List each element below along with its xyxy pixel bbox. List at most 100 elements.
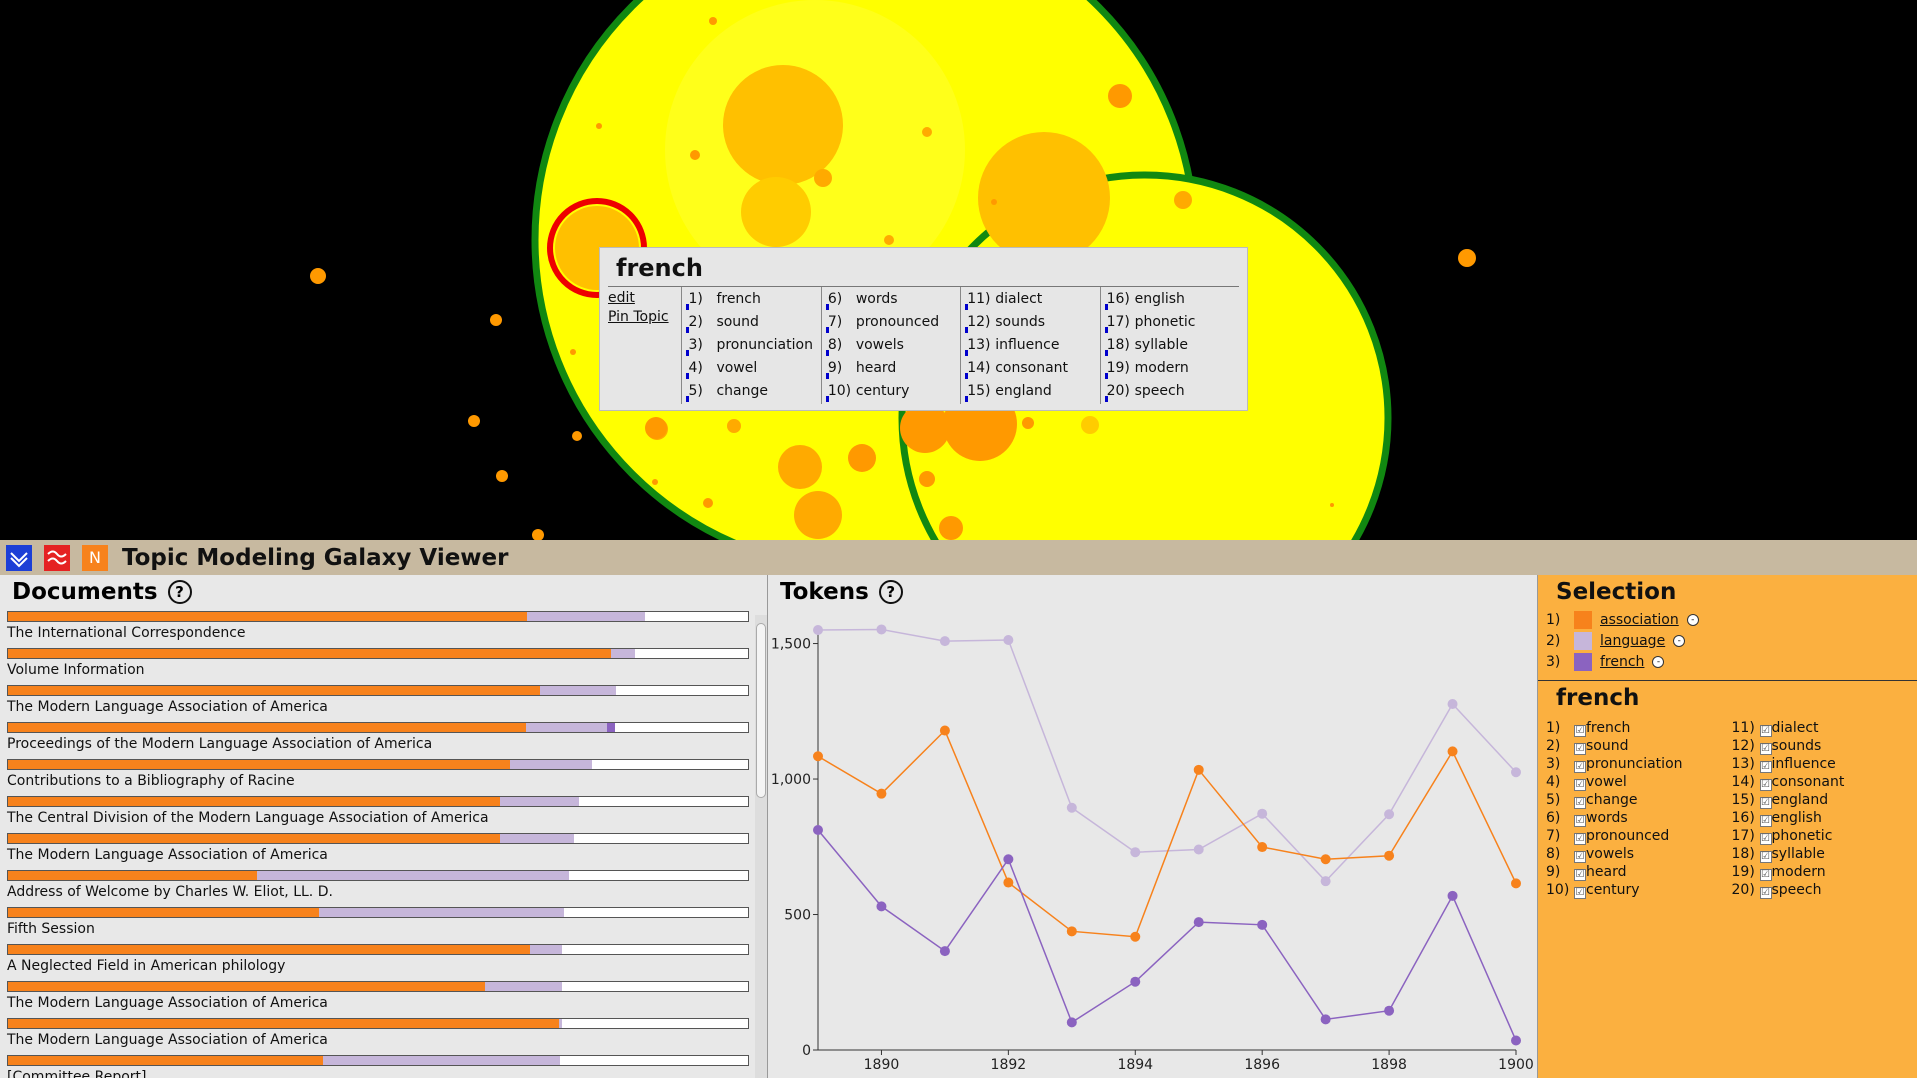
document-title[interactable]: Fifth Session [7,921,95,937]
document-row[interactable]: Address of Welcome by Charles W. Eliot, … [6,868,750,905]
document-title[interactable]: The International Correspondence [7,625,246,641]
document-row[interactable]: Fifth Session [6,905,750,942]
data-point-language[interactable] [1447,698,1458,709]
data-point-french[interactable] [1511,1035,1521,1046]
topic-bubble[interactable] [723,65,843,185]
data-point-language[interactable] [939,636,950,647]
topic-bubble[interactable] [645,417,667,439]
document-row[interactable]: [Committee Report] [6,1053,750,1078]
documents-view-icon[interactable] [6,544,32,571]
word-checkbox[interactable]: ☑ [1574,869,1586,881]
word-checkbox[interactable]: ☑ [1574,797,1586,809]
popup-word-item[interactable]: 17) phonetic [1104,312,1239,335]
data-point-language[interactable] [1511,767,1521,778]
document-row[interactable]: Proceedings of the Modern Language Assoc… [6,720,750,757]
data-point-french[interactable] [1384,1005,1395,1016]
word-checkbox[interactable]: ☑ [1574,833,1586,845]
popup-word-item[interactable]: 12) sounds [965,312,1099,335]
popup-word-item[interactable]: 6) words [825,289,960,312]
data-point-french[interactable] [876,901,887,912]
topic-bubble[interactable] [596,123,602,129]
word-checkbox[interactable]: ☑ [1759,869,1772,881]
remove-topic-button[interactable]: - [1673,634,1686,647]
document-row[interactable]: The Modern Language Association of Ameri… [6,683,750,720]
word-checkbox[interactable]: ☑ [1574,815,1586,827]
data-point-language[interactable] [1193,844,1204,855]
word-checkbox[interactable]: ☑ [1574,743,1586,755]
data-point-association[interactable] [1066,926,1077,937]
popup-word-item[interactable]: 3) pronunciation [686,335,820,358]
document-title[interactable]: The Modern Language Association of Ameri… [7,995,328,1011]
topic-bubble[interactable] [741,177,811,247]
data-point-association[interactable] [1130,931,1141,942]
selection-topic-link[interactable]: language [1600,632,1666,649]
topic-bubble[interactable] [794,491,842,539]
popup-word-item[interactable]: 16) english [1104,289,1239,312]
topic-bubble[interactable] [310,268,326,284]
topic-bubble[interactable] [572,431,582,441]
data-point-french[interactable] [1130,976,1141,987]
topic-bubble[interactable] [532,529,544,540]
data-point-language[interactable] [1003,635,1014,646]
topic-bubble[interactable] [1081,416,1099,434]
word-checkbox[interactable]: ☑ [1759,779,1772,791]
document-row[interactable]: Contributions to a Bibliography of Racin… [6,757,750,794]
word-checkbox[interactable]: ☑ [1759,833,1772,845]
word-checkbox[interactable]: ☑ [1759,797,1772,809]
topic-bubble[interactable] [468,415,480,427]
topic-bubble[interactable] [814,169,832,187]
selection-item[interactable]: 3) french - [1546,651,1917,672]
popup-word-item[interactable]: 18) syllable [1104,335,1239,358]
topic-bubble[interactable] [778,445,822,489]
topic-bubble[interactable] [570,349,576,355]
word-checkbox[interactable]: ☑ [1574,851,1586,863]
data-point-french[interactable] [1320,1014,1331,1025]
document-title[interactable]: The Modern Language Association of Ameri… [7,847,328,863]
data-point-language[interactable] [1257,808,1268,819]
data-point-language[interactable] [876,624,887,635]
document-title[interactable]: The Modern Language Association of Ameri… [7,699,328,715]
scrollbar-thumb[interactable] [756,623,766,798]
popup-word-item[interactable]: 9) heard [825,358,960,381]
selection-item[interactable]: 1) association - [1546,609,1917,630]
word-checkbox[interactable]: ☑ [1574,761,1586,773]
data-point-association[interactable] [876,788,887,799]
topic-bubble[interactable] [490,314,502,326]
document-title[interactable]: Contributions to a Bibliography of Racin… [7,773,295,789]
tokens-view-icon[interactable] [44,544,70,571]
topic-bubble[interactable] [652,479,658,485]
data-point-association[interactable] [1320,854,1331,865]
popup-word-item[interactable]: 4) vowel [686,358,820,381]
data-point-language[interactable] [1384,809,1395,820]
data-point-association[interactable] [813,751,823,762]
data-point-association[interactable] [939,725,950,736]
topic-bubble[interactable] [1022,417,1034,429]
galaxy-view[interactable]: french edit Pin Topic 1) french 2) sound 3) p… [0,0,1917,540]
topic-bubble[interactable] [1330,503,1334,507]
document-title[interactable]: Proceedings of the Modern Language Assoc… [7,736,433,752]
popup-word-item[interactable]: 8) vowels [825,335,960,358]
topic-bubble[interactable] [922,127,932,137]
document-row[interactable]: The International Correspondence [6,609,750,646]
topic-bubble[interactable] [900,403,950,453]
topic-bubble[interactable] [1108,84,1132,108]
document-title[interactable]: The Central Division of the Modern Langu… [7,810,489,826]
data-point-association[interactable] [1003,877,1014,888]
pin-topic-link[interactable]: Pin Topic [608,309,669,325]
word-checkbox[interactable]: ☑ [1574,779,1586,791]
data-point-french[interactable] [939,946,950,957]
document-row[interactable]: A Neglected Field in American philology [6,942,750,979]
topic-bubble[interactable] [939,516,963,540]
data-point-association[interactable] [1511,878,1521,889]
document-row[interactable]: The Modern Language Association of Ameri… [6,1016,750,1053]
tokens-help-icon[interactable]: ? [878,580,903,604]
data-point-language[interactable] [1066,802,1077,813]
word-checkbox[interactable]: ☑ [1759,851,1772,863]
document-title[interactable]: A Neglected Field in American philology [7,958,286,974]
word-checkbox[interactable]: ☑ [1759,761,1772,773]
data-point-association[interactable] [1257,842,1268,853]
topic-bubble[interactable] [1174,191,1192,209]
topic-bubble[interactable] [848,444,876,472]
notes-view-icon[interactable]: N [82,544,108,571]
topic-bubble[interactable] [690,150,700,160]
